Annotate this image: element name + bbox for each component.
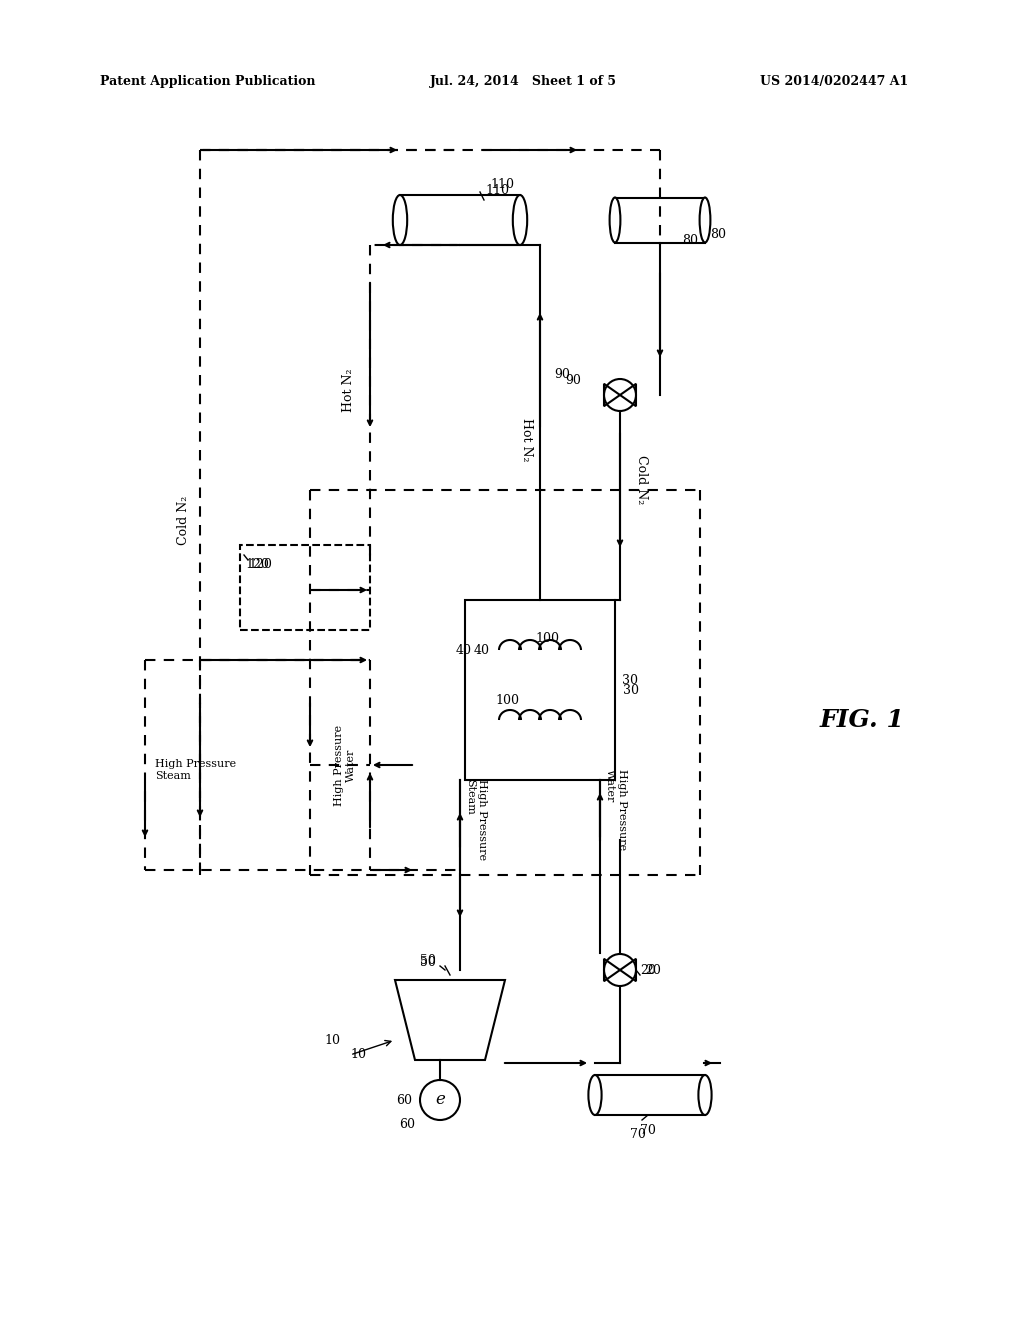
Bar xyxy=(595,1074,705,1115)
Text: e: e xyxy=(435,1092,445,1109)
Text: 100: 100 xyxy=(535,631,559,644)
Text: 40: 40 xyxy=(456,644,472,656)
Ellipse shape xyxy=(698,1074,712,1115)
Text: 110: 110 xyxy=(485,183,509,197)
Ellipse shape xyxy=(699,198,711,243)
Text: 20: 20 xyxy=(640,964,656,977)
Text: 100: 100 xyxy=(495,693,519,706)
Text: FIG. 1: FIG. 1 xyxy=(820,708,905,733)
Text: 60: 60 xyxy=(399,1118,415,1131)
Text: 110: 110 xyxy=(490,178,514,191)
Ellipse shape xyxy=(513,195,527,246)
Text: 50: 50 xyxy=(420,953,436,966)
Ellipse shape xyxy=(393,195,408,246)
Bar xyxy=(400,195,520,246)
Text: 10: 10 xyxy=(350,1048,366,1061)
Text: 90: 90 xyxy=(554,368,570,381)
Text: 50: 50 xyxy=(420,957,436,969)
Text: High Pressure
Steam: High Pressure Steam xyxy=(465,779,486,861)
Ellipse shape xyxy=(609,198,621,243)
Text: 10: 10 xyxy=(324,1034,340,1047)
Text: Hot N₂: Hot N₂ xyxy=(342,368,355,412)
Text: 90: 90 xyxy=(565,374,581,387)
Text: Cold N₂: Cold N₂ xyxy=(635,455,648,504)
Text: 30: 30 xyxy=(623,684,639,697)
Text: 20: 20 xyxy=(645,964,660,977)
Text: High Pressure
Water: High Pressure Water xyxy=(334,725,355,805)
Text: Patent Application Publication: Patent Application Publication xyxy=(100,75,315,88)
Text: 120: 120 xyxy=(245,558,269,572)
Text: 70: 70 xyxy=(640,1123,656,1137)
Bar xyxy=(615,198,705,243)
Text: US 2014/0202447 A1: US 2014/0202447 A1 xyxy=(760,75,908,88)
Text: 80: 80 xyxy=(682,234,698,247)
Text: 120: 120 xyxy=(248,558,272,572)
Bar xyxy=(240,545,370,630)
Text: 70: 70 xyxy=(630,1129,646,1142)
Text: 40: 40 xyxy=(474,644,490,656)
Bar xyxy=(465,601,615,780)
Text: 80: 80 xyxy=(710,228,726,242)
Text: Jul. 24, 2014   Sheet 1 of 5: Jul. 24, 2014 Sheet 1 of 5 xyxy=(430,75,617,88)
Text: Hot N₂: Hot N₂ xyxy=(520,418,534,462)
Text: Cold N₂: Cold N₂ xyxy=(177,495,190,545)
Text: 30: 30 xyxy=(622,673,638,686)
Ellipse shape xyxy=(589,1074,602,1115)
Text: High Pressure
Water: High Pressure Water xyxy=(605,770,627,850)
Text: High Pressure
Steam: High Pressure Steam xyxy=(155,759,237,781)
Text: 60: 60 xyxy=(396,1093,412,1106)
